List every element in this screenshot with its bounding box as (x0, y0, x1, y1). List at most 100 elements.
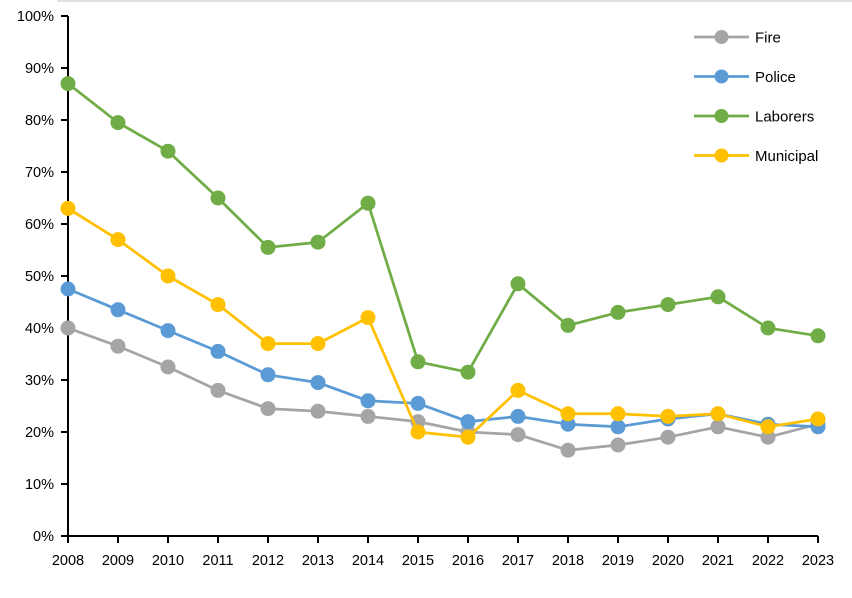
series-police-point-2019[interactable] (610, 419, 626, 435)
series-municipal-point-2018[interactable] (560, 406, 576, 422)
legend-item-fire[interactable]: Fire (694, 30, 781, 47)
legend-label: Police (755, 69, 796, 86)
series-laborers-point-2022[interactable] (760, 320, 776, 336)
x-tick-label: 2012 (252, 553, 284, 569)
series-police-point-2018[interactable] (560, 416, 576, 432)
x-tick-label: 2023 (802, 553, 834, 569)
x-tick-label: 2019 (602, 553, 634, 569)
legend: Fire Police Laborers Municipal (694, 30, 818, 165)
series-police-line (66, 287, 820, 429)
series-laborers-point-2020[interactable] (660, 297, 676, 313)
series-police-point-2011[interactable] (210, 343, 226, 359)
series-fire-line (66, 326, 820, 452)
series-laborers-point-2010[interactable] (160, 143, 176, 159)
series-laborers (60, 76, 826, 380)
series-fire-point-2009[interactable] (110, 338, 126, 354)
series-municipal-point-2015[interactable] (410, 424, 426, 440)
series-fire-point-2017[interactable] (510, 427, 526, 443)
series-police (60, 281, 826, 435)
series-laborers-point-2018[interactable] (560, 317, 576, 333)
series-laborers-point-2009[interactable] (110, 115, 126, 131)
series-municipal-point-2022[interactable] (760, 419, 776, 435)
series-municipal-point-2012[interactable] (260, 336, 276, 352)
x-tick-label: 2014 (352, 553, 384, 569)
series-police-point-2015[interactable] (410, 395, 426, 411)
series-police-point-2010[interactable] (160, 323, 176, 339)
series-laborers-point-2023[interactable] (810, 328, 826, 344)
series-fire-point-2012[interactable] (260, 401, 276, 417)
legend-label: Fire (755, 30, 781, 47)
series-fire-point-2014[interactable] (360, 408, 376, 424)
y-tick-label: 60% (25, 217, 54, 233)
x-tick-label: 2021 (702, 553, 734, 569)
y-tick-label: 50% (25, 269, 54, 285)
series-laborers-point-2016[interactable] (460, 364, 476, 380)
series-municipal-point-2014[interactable] (360, 310, 376, 326)
series-police-point-2008[interactable] (60, 281, 76, 297)
y-tick-label: 30% (25, 373, 54, 389)
axis-lines (67, 16, 818, 537)
series-municipal-point-2009[interactable] (110, 232, 126, 248)
series-fire-point-2018[interactable] (560, 442, 576, 458)
series-laborers-point-2013[interactable] (310, 234, 326, 250)
x-tick-label: 2013 (302, 553, 334, 569)
series-municipal-point-2010[interactable] (160, 268, 176, 284)
legend-item-laborers[interactable]: Laborers (694, 109, 814, 126)
legend-item-police[interactable]: Police (694, 69, 796, 86)
series-police-point-2017[interactable] (510, 408, 526, 424)
y-tick-label: 80% (25, 113, 54, 129)
y-tick-label: 90% (25, 61, 54, 77)
series-police-point-2014[interactable] (360, 393, 376, 409)
series-laborers-point-2017[interactable] (510, 276, 526, 292)
series-fire-point-2013[interactable] (310, 403, 326, 419)
legend-item-municipal[interactable]: Municipal (694, 148, 818, 165)
series-laborers-point-2015[interactable] (410, 354, 426, 370)
series-laborers-point-2011[interactable] (210, 190, 226, 206)
x-tick-label: 2018 (552, 553, 584, 569)
y-tick-label: 0% (33, 529, 54, 545)
series-fire-point-2011[interactable] (210, 382, 226, 398)
x-tick-label: 2016 (452, 553, 484, 569)
series-laborers-point-2008[interactable] (60, 76, 76, 92)
series-laborers-point-2019[interactable] (610, 304, 626, 320)
series-police-point-2012[interactable] (260, 367, 276, 383)
series-municipal-point-2008[interactable] (60, 200, 76, 216)
legend-label: Laborers (755, 109, 814, 126)
series-laborers-point-2012[interactable] (260, 239, 276, 255)
series-fire-point-2021[interactable] (710, 419, 726, 435)
legend-marker-police-icon (714, 69, 729, 84)
series-municipal-point-2016[interactable] (460, 429, 476, 445)
series-municipal-point-2021[interactable] (710, 406, 726, 422)
series-fire-point-2010[interactable] (160, 359, 176, 375)
series-municipal-point-2020[interactable] (660, 408, 676, 424)
x-tick-label: 2022 (752, 553, 784, 569)
series-police-point-2016[interactable] (460, 414, 476, 430)
series-municipal-point-2017[interactable] (510, 382, 526, 398)
series-fire-point-2019[interactable] (610, 437, 626, 453)
series-fire-point-2020[interactable] (660, 429, 676, 445)
x-tick-label: 2008 (52, 553, 84, 569)
series-police-point-2013[interactable] (310, 375, 326, 391)
series-municipal (60, 200, 826, 445)
x-tick-label: 2015 (402, 553, 434, 569)
series-municipal-point-2019[interactable] (610, 406, 626, 422)
series-fire (60, 320, 826, 458)
series-laborers-point-2014[interactable] (360, 195, 376, 211)
series-fire-point-2022[interactable] (760, 429, 776, 445)
series-laborers-line (66, 82, 820, 374)
series-police-point-2009[interactable] (110, 302, 126, 318)
series-municipal-point-2013[interactable] (310, 336, 326, 352)
series-fire-point-2008[interactable] (60, 320, 76, 336)
x-tick-label: 2011 (202, 553, 233, 569)
legend-marker-fire-icon (714, 30, 729, 44)
x-tick-label: 2020 (652, 553, 684, 569)
series-municipal-line (66, 207, 820, 439)
series-municipal-point-2023[interactable] (810, 411, 826, 427)
y-tick-label: 10% (25, 477, 54, 493)
y-tick-label: 20% (25, 425, 54, 441)
series-municipal-point-2011[interactable] (210, 297, 226, 313)
series-laborers-point-2021[interactable] (710, 289, 726, 305)
x-tick-label: 2017 (502, 553, 534, 569)
